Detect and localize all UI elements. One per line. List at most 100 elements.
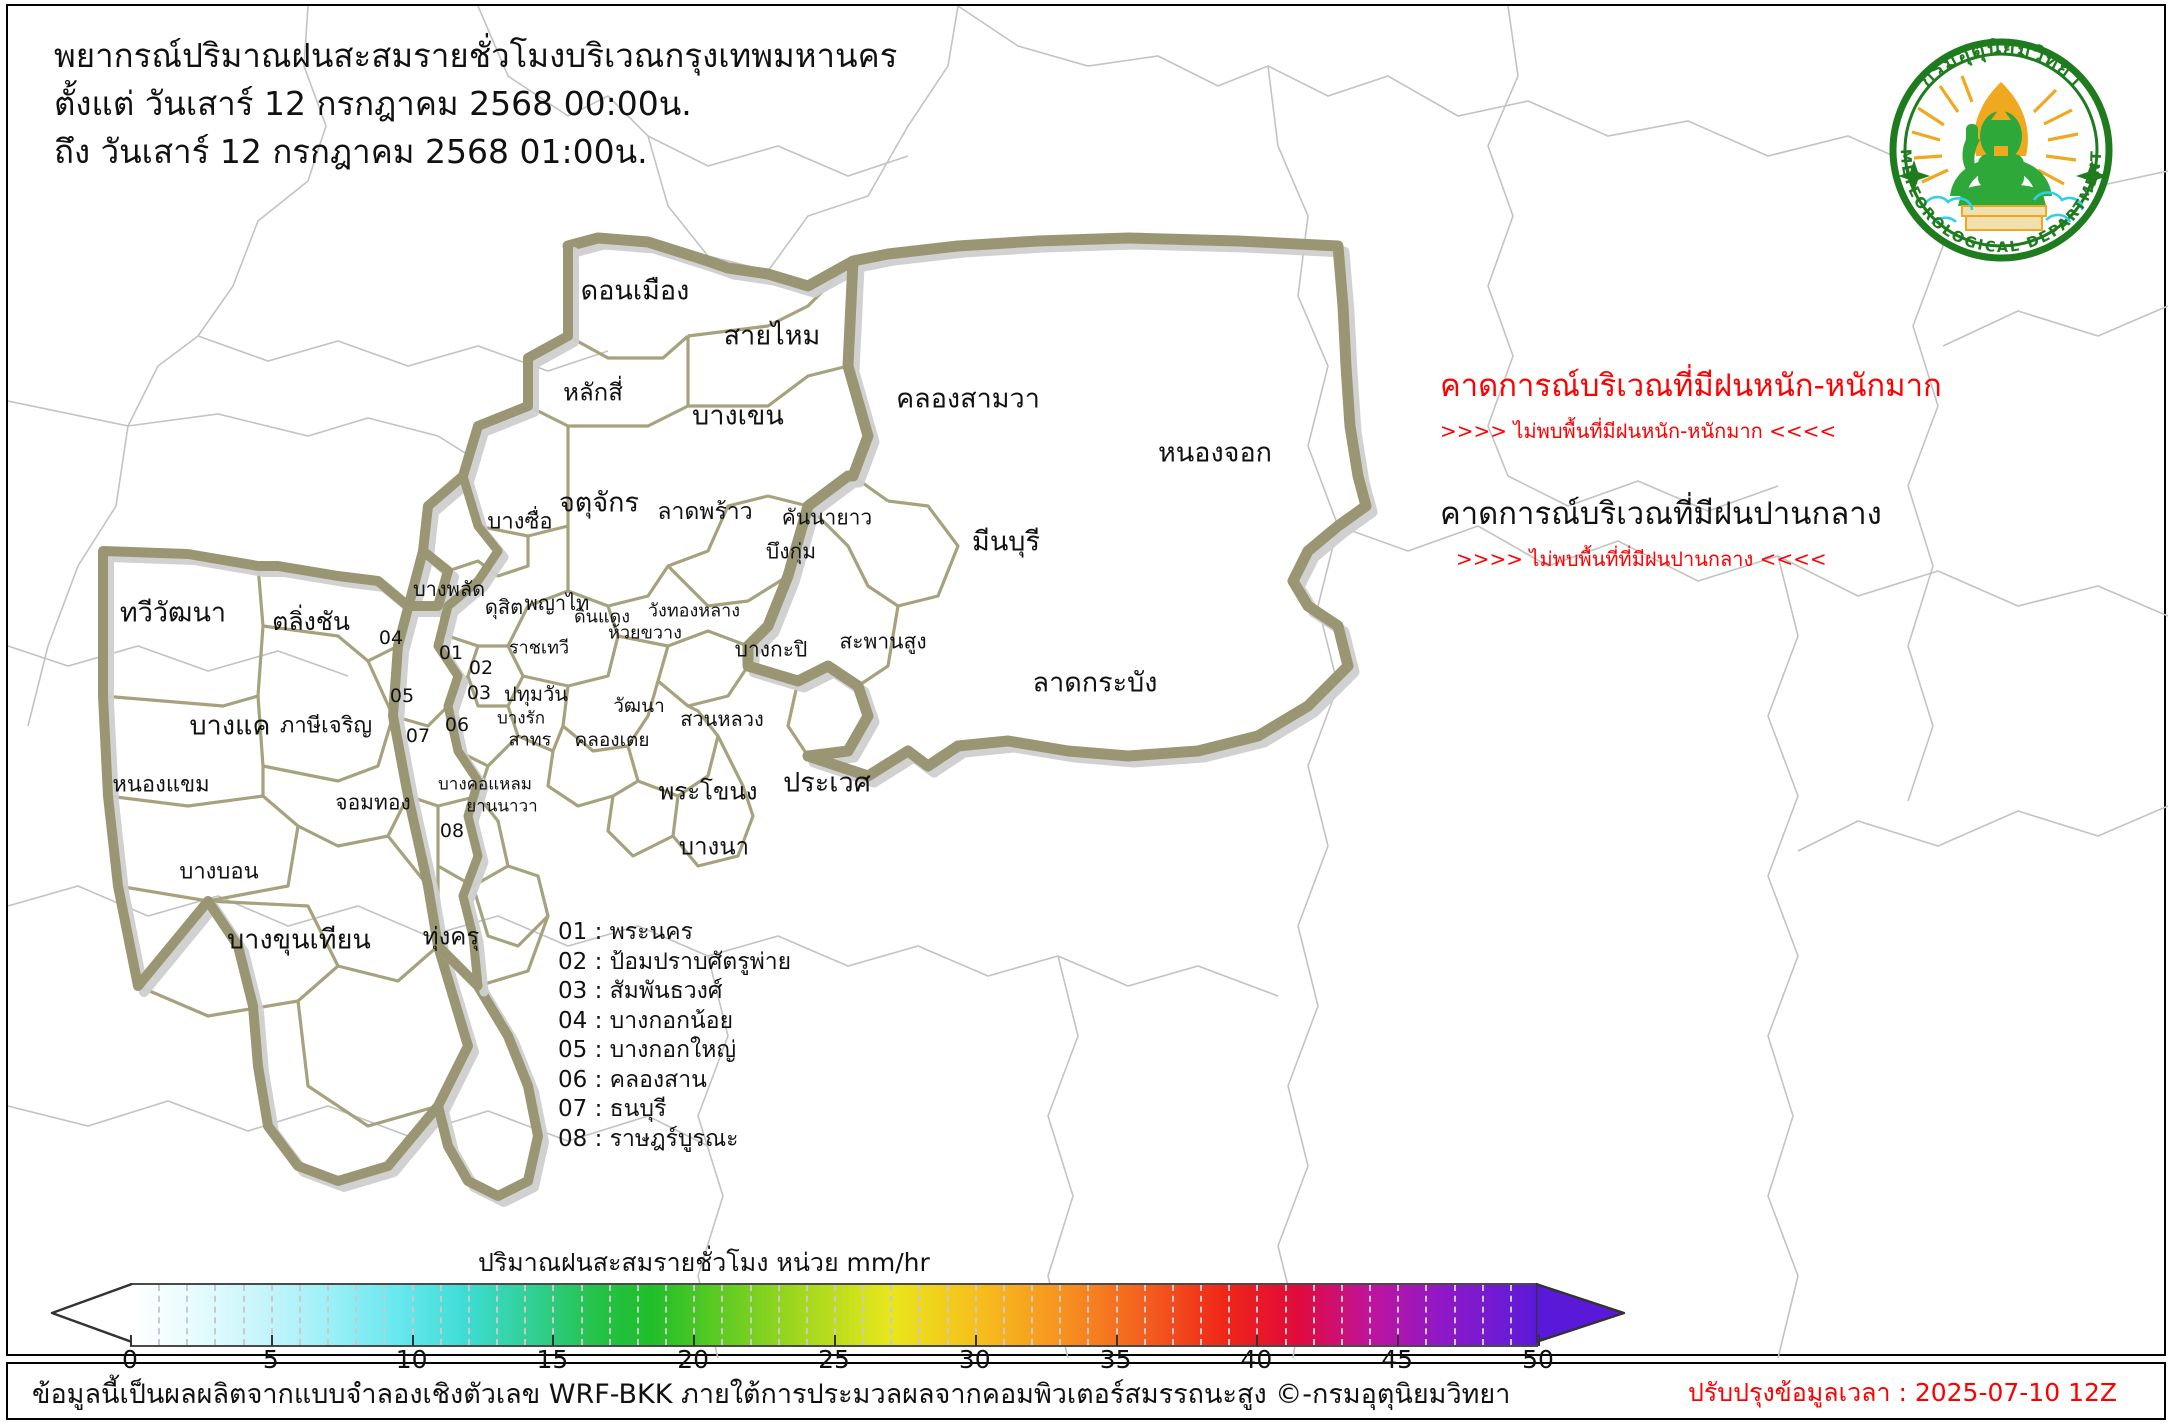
colorbar-minor-tick bbox=[580, 1285, 583, 1345]
colorbar-minor-tick bbox=[608, 1285, 611, 1345]
district-label: ตลิ่งชัน bbox=[272, 607, 350, 636]
colorbar-tick-label: 50 bbox=[1522, 1345, 1554, 1374]
code-legend-item: 01 : พระนคร bbox=[558, 919, 693, 945]
district-label: คันนายาว bbox=[781, 505, 873, 530]
colorbar-minor-tick bbox=[214, 1285, 217, 1345]
district-label: ทุ่งครุ bbox=[422, 922, 480, 951]
code-legend-item: 04 : บางกอกน้อย bbox=[558, 1007, 734, 1034]
district-code-label: 08 bbox=[439, 820, 465, 842]
colorbar-major-tick bbox=[1256, 1335, 1259, 1346]
colorbar-minor-tick bbox=[805, 1285, 808, 1345]
colorbar-min-arrow bbox=[50, 1283, 132, 1343]
district-label: สวนหลวง bbox=[680, 707, 764, 731]
district-label: ดินแดง bbox=[573, 606, 631, 628]
footer-bar: ข้อมูลนี้เป็นผลผลิตจากแบบจำลองเชิงตัวเลข… bbox=[6, 1362, 2166, 1420]
district-code-label: 02 bbox=[468, 657, 494, 679]
district-label: บางรัก bbox=[496, 708, 546, 729]
bangkok-district-map bbox=[98, 232, 1372, 1201]
district-label: คลองสามวา bbox=[896, 383, 1040, 415]
district-label: บางพลัด bbox=[412, 577, 486, 601]
colorbar-minor-tick bbox=[327, 1285, 330, 1345]
code-legend-item: 05 : บางกอกใหญ่ bbox=[558, 1037, 737, 1063]
logo-deity bbox=[1950, 106, 2052, 231]
colorbar-minor-tick bbox=[777, 1285, 780, 1345]
district-code-label: 04 bbox=[378, 627, 404, 649]
colorbar-minor-tick bbox=[1340, 1285, 1343, 1345]
district-code-legend: 01 : พระนคร 02 : ป้อมปราบศัตรูพ่าย 03 : … bbox=[558, 918, 791, 1154]
colorbar-major-tick bbox=[130, 1335, 132, 1346]
colorbar-tick-labels: 0 5 10 15 20 25 30 35 40 45 50 bbox=[48, 1335, 1628, 1379]
district-label: ปทุมวัน bbox=[504, 682, 568, 706]
district-label: ประเวศ bbox=[783, 767, 871, 799]
colorbar-minor-tick bbox=[383, 1285, 386, 1345]
colorbar-tick-label: 45 bbox=[1381, 1345, 1414, 1374]
colorbar-tick-label: 0 bbox=[122, 1345, 138, 1374]
colorbar-max-arrow bbox=[1536, 1283, 1626, 1343]
colorbar-minor-tick bbox=[1425, 1285, 1428, 1345]
colorbar-minor-tick bbox=[1453, 1285, 1456, 1345]
colorbar-minor-tick bbox=[439, 1285, 442, 1345]
district-label: ลาดกระบัง bbox=[1032, 667, 1158, 699]
colorbar-minor-tick bbox=[721, 1285, 724, 1345]
district-label: บางเขน bbox=[692, 400, 784, 432]
colorbar-tick-label: 25 bbox=[818, 1345, 850, 1374]
colorbar-minor-tick bbox=[1509, 1285, 1512, 1345]
colorbar-tick-label: 5 bbox=[262, 1345, 279, 1374]
colorbar-minor-tick bbox=[355, 1285, 358, 1345]
colorbar-minor-tick bbox=[636, 1285, 639, 1345]
district-label: บึงกุ่ม bbox=[765, 539, 817, 564]
tmd-logo: กรมอุตุนิยมวิทยา METEOROLOGICAL DEPARTME… bbox=[1866, 20, 2136, 270]
colorbar-minor-tick bbox=[1312, 1285, 1315, 1345]
colorbar-tick-label: 35 bbox=[1099, 1345, 1132, 1374]
colorbar-minor-tick bbox=[158, 1285, 161, 1345]
district-label: สาทร bbox=[508, 729, 552, 751]
colorbar-minor-tick bbox=[665, 1285, 668, 1345]
colorbar-body bbox=[48, 1283, 1628, 1347]
district-label: ราชเทวี bbox=[508, 637, 570, 659]
district-code-label: 05 bbox=[389, 685, 415, 707]
district-label: บางแค bbox=[189, 710, 271, 742]
colorbar-major-tick bbox=[1538, 1335, 1540, 1346]
colorbar-tick-label: 15 bbox=[536, 1345, 569, 1374]
colorbar-minor-tick bbox=[946, 1285, 949, 1345]
colorbar-minor-tick bbox=[1087, 1285, 1090, 1345]
rainfall-colorbar: ปริมาณฝนสะสมรายชั่วโมง หน่วย mm/hr 0 5 10 1… bbox=[48, 1248, 1628, 1374]
colorbar-minor-tick bbox=[693, 1285, 696, 1345]
district-label: หนองจอก bbox=[1157, 437, 1273, 469]
district-label: ยานนาวา bbox=[466, 796, 538, 817]
colorbar-minor-tick bbox=[974, 1285, 977, 1345]
colorbar-minor-tick bbox=[1031, 1285, 1034, 1345]
colorbar-minor-tick bbox=[890, 1285, 893, 1345]
district-label: บางคอแหลม bbox=[437, 774, 533, 795]
colorbar-minor-tick bbox=[1115, 1285, 1118, 1345]
colorbar-tick-label: 30 bbox=[958, 1345, 991, 1374]
colorbar-minor-tick bbox=[1002, 1285, 1005, 1345]
district-label: ทวีวัฒนา bbox=[119, 597, 227, 629]
colorbar-minor-tick bbox=[298, 1285, 301, 1345]
colorbar-minor-tick bbox=[1256, 1285, 1259, 1345]
title-line-1: พยากรณ์ปริมาณฝนสะสมรายชั่วโมงบริเวณกรุงเ… bbox=[54, 36, 898, 75]
map-title: พยากรณ์ปริมาณฝนสะสมรายชั่วโมงบริเวณกรุงเ… bbox=[54, 32, 897, 176]
district-label: มีนบุรี bbox=[972, 526, 1040, 558]
colorbar-minor-tick bbox=[186, 1285, 189, 1345]
colorbar-title: ปริมาณฝนสะสมรายชั่วโมง หน่วย mm/hr bbox=[478, 1248, 930, 1277]
colorbar-minor-tick bbox=[467, 1285, 470, 1345]
heavy-rain-result: >>>> ไม่พบพื้นที่มีฝนหนัก-หนักมาก <<<< bbox=[1440, 419, 1837, 443]
colorbar-minor-tick bbox=[1284, 1285, 1287, 1345]
district-code-label: 03 bbox=[466, 682, 492, 704]
colorbar-major-tick bbox=[974, 1335, 977, 1346]
forecast-info-panel: คาดการณ์บริเวณที่มีฝนหนัก-หนักมาก >>>> ไ… bbox=[1440, 364, 2140, 576]
district-label: บางนา bbox=[678, 832, 750, 861]
district-label: หนองแขม bbox=[112, 772, 210, 798]
footer-updated: ปรับปรุงข้อมูลเวลา : 2025-07-10 12Z bbox=[1688, 1378, 2118, 1407]
district-label: บางซื่อ bbox=[487, 509, 553, 535]
colorbar-major-tick bbox=[270, 1335, 273, 1346]
logo-rays bbox=[1911, 75, 2079, 186]
colorbar-minor-tick bbox=[918, 1285, 921, 1345]
footer-credit: ข้อมูลนี้เป็นผลผลิตจากแบบจำลองเชิงตัวเลข… bbox=[32, 1379, 1511, 1410]
district-label: จอมทอง bbox=[335, 790, 411, 815]
district-label: บางขุนเทียน bbox=[227, 924, 371, 956]
colorbar-minor-tick bbox=[270, 1285, 273, 1345]
district-label: สะพานสูง bbox=[839, 629, 927, 654]
title-line-3: ถึง วันเสาร์ 12 กรกฎาคม 2568 01:00น. bbox=[54, 132, 648, 171]
